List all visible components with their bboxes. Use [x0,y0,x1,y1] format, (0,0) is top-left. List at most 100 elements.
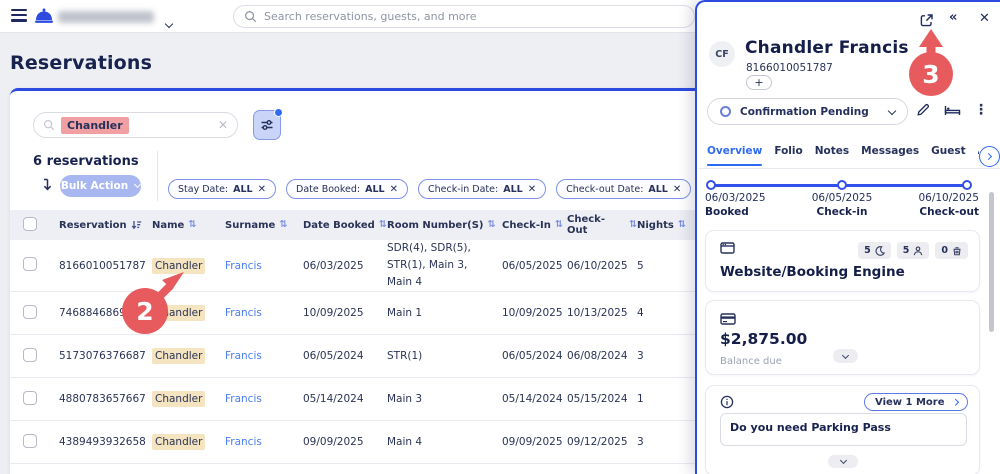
more-options-icon[interactable]: ⋮ [974,102,988,118]
chip-value: ALL [233,184,252,195]
filters-button[interactable] [253,110,281,140]
cell-rooms: STR(1) [387,348,502,365]
panel-tab-guest[interactable]: Guest [931,145,965,166]
cell-name: Chandler [152,434,205,450]
sort-icon[interactable]: ⇅ [629,220,637,230]
occupancy-badge: 5 [858,242,891,259]
collapse-panel-icon[interactable]: « [949,10,957,25]
reservations-search-input[interactable]: Chandler ✕ [33,112,238,138]
sort-icon[interactable]: ⇅ [487,220,495,230]
panel-tab-folio[interactable]: Folio [774,145,802,166]
booking-source-title: Website/Booking Engine [720,264,905,280]
bulk-action-button[interactable]: Bulk Action [60,175,141,197]
table-row[interactable]: 4880783657667 Chandler Francis 05/14/202… [10,378,696,421]
sort-icon[interactable]: ⇅ [678,220,686,230]
sort-icon[interactable]: ⇅ [379,220,387,230]
chip-close-icon[interactable]: ✕ [673,184,681,195]
table-header: Reservation Name ⇅ Surname ⇅ Date Booked… [10,210,696,240]
cell-check-in: 09/09/2025 [502,436,567,448]
open-in-new-icon[interactable] [919,13,934,28]
column-header[interactable]: Date Booked ⇅ [303,220,387,231]
table-row[interactable]: 7468846869585 Chandler Francis 10/09/202… [10,292,696,335]
tabs-scroll-right-button[interactable] [979,146,1000,167]
tab-label: Messages [861,145,919,157]
cell-surname[interactable]: Francis [225,307,303,319]
timeline-label: Check-in [797,206,887,218]
cell-surname[interactable]: Francis [225,350,303,362]
sort-icon[interactable]: ⇅ [188,220,196,230]
cell-surname[interactable]: Francis [225,436,303,448]
sort-icon[interactable]: ⇅ [279,220,287,230]
guest-name: Chandler Francis [745,38,909,58]
column-header[interactable]: Room Number(S) ⇅ [387,220,502,231]
cell-nights: 5 [637,260,682,272]
status-dropdown[interactable]: Confirmation Pending [707,98,908,125]
global-search-input[interactable]: Search reservations, guests, and more [233,5,695,28]
timeline-node-booked [706,180,716,190]
column-header[interactable]: Surname ⇅ [225,220,303,231]
app-logo-icon[interactable] [34,7,54,25]
question-expand-button[interactable] [828,455,858,468]
sort-desc-icon[interactable] [131,220,142,230]
row-checkbox[interactable] [23,257,37,271]
cell-name: Chandler [152,348,205,364]
cell-reservation: 4389493932658 [59,436,152,448]
property-chevron-down-icon[interactable] [166,12,172,31]
filter-chip[interactable]: Check-out Date: ALL ✕ [556,179,691,199]
row-checkbox[interactable] [23,434,37,448]
cell-reservation: 8166010051787 [59,260,152,272]
select-all-checkbox[interactable] [23,217,37,231]
edit-pencil-icon[interactable] [916,103,930,117]
view-more-button[interactable]: View 1 More [864,393,968,411]
column-header[interactable]: Reservation [59,220,152,231]
panel-tab-notes[interactable]: Notes [815,145,849,166]
column-header[interactable]: Nights ⇅ [637,220,682,231]
chip-close-icon[interactable]: ✕ [258,184,266,195]
chip-close-icon[interactable]: ✕ [390,184,398,195]
row-checkbox[interactable] [23,348,37,362]
add-tag-button[interactable]: + [746,75,772,90]
filter-chip[interactable]: Date Booked: ALL ✕ [286,179,408,199]
balance-expand-button[interactable] [833,349,858,363]
bed-icon[interactable] [944,105,961,117]
chip-label: Check-out Date: [566,184,643,195]
results-count: 6 reservations [33,154,139,169]
sort-icon[interactable] [41,177,54,192]
row-checkbox[interactable] [23,305,37,319]
page-title: Reservations [10,52,152,74]
panel-tab-overview[interactable]: Overview [707,145,762,166]
clear-search-icon[interactable]: ✕ [218,118,228,132]
table-row[interactable]: 5173076376687 Chandler Francis 06/05/202… [10,335,696,378]
table-row[interactable]: 4389493932658 Chandler Francis 09/09/202… [10,421,696,464]
row-checkbox[interactable] [23,391,37,405]
cell-surname[interactable]: Francis [225,393,303,405]
property-name-redacted[interactable] [58,11,154,23]
filter-chip[interactable]: Stay Date: ALL ✕ [168,179,276,199]
filter-chip[interactable]: Check-in Date: ALL ✕ [418,179,546,199]
column-header[interactable]: Name ⇅ [152,220,225,231]
cell-check-in: 06/05/2025 [502,260,567,272]
cell-check-out: 09/12/2025 [567,436,637,448]
column-header[interactable]: Check-In ⇅ [502,220,567,231]
column-header[interactable]: Check-Out ⇅ [567,214,637,236]
table-row[interactable]: 8166010051787 Chandler Francis 06/03/202… [10,240,696,292]
close-panel-icon[interactable]: ✕ [979,11,990,26]
sort-icon[interactable]: ⇅ [555,220,563,230]
global-search-placeholder: Search reservations, guests, and more [264,10,477,23]
occupancy-badges: 550 [858,242,968,259]
cell-surname[interactable]: Francis [225,260,303,272]
column-label: Check-Out [567,214,625,236]
cell-check-out: 05/15/2024 [567,393,637,405]
panel-scrollbar[interactable] [989,192,994,332]
menu-icon[interactable] [11,9,27,23]
badge-value: 5 [864,245,871,256]
column-label: Reservation [59,220,127,231]
timeline-milestone: 06/03/2025 Booked [705,192,795,218]
crib-icon [952,246,962,256]
chip-close-icon[interactable]: ✕ [528,184,536,195]
view-more-label: View 1 More [875,397,944,408]
status-ring-icon [720,106,731,117]
timeline-milestone: 06/05/2025 Check-in [797,192,887,218]
chip-value: ALL [503,184,522,195]
panel-tab-messages[interactable]: Messages [861,145,919,166]
